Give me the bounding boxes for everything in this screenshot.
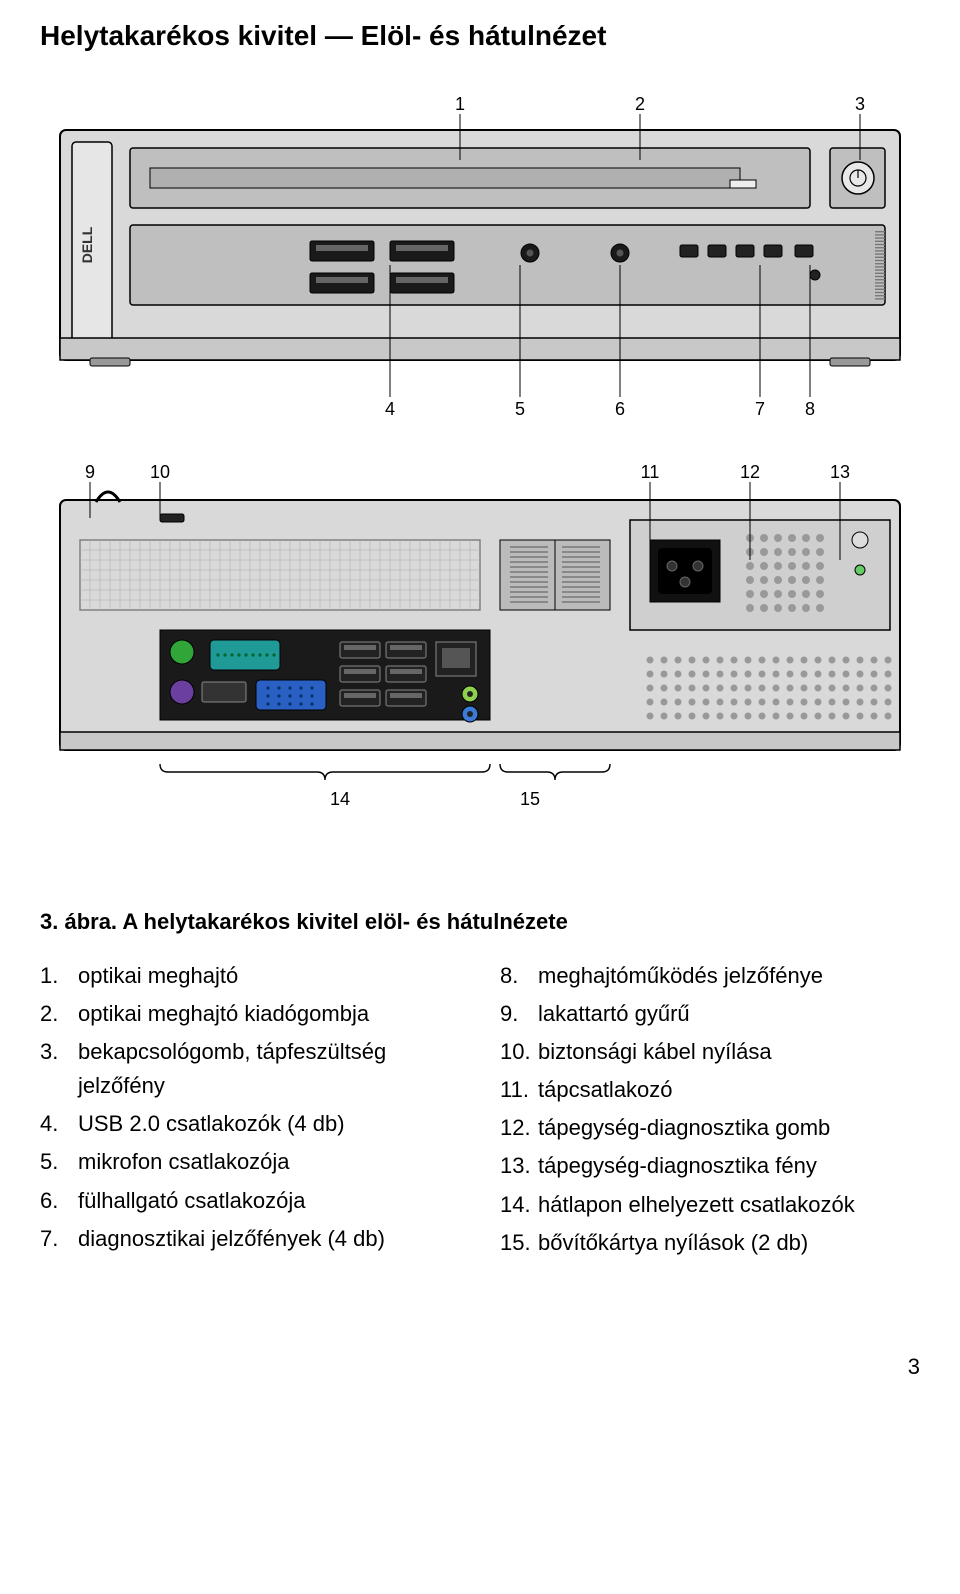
svg-text:9: 9 (85, 462, 95, 482)
svg-text:12: 12 (740, 462, 760, 482)
legend-item: 8.meghajtóműködés jelzőfénye (500, 959, 920, 993)
legend-item: 9.lakattartó gyűrű (500, 997, 920, 1031)
svg-text:8: 8 (805, 399, 815, 419)
legend-item-number: 7. (40, 1222, 78, 1256)
svg-text:15: 15 (520, 789, 540, 809)
legend-item-text: optikai meghajtó kiadógombja (78, 997, 369, 1031)
legend-item-number: 11. (500, 1073, 538, 1107)
legend-item: 13.tápegység-diagnosztika fény (500, 1149, 920, 1183)
legend-item-number: 8. (500, 959, 538, 993)
legend-item-number: 9. (500, 997, 538, 1031)
legend-item-text: fülhallgató csatlakozója (78, 1184, 305, 1218)
svg-text:4: 4 (385, 399, 395, 419)
legend-item: 3.bekapcsológomb, tápfeszültség jelzőfén… (40, 1035, 460, 1103)
legend-item-text: tápcsatlakozó (538, 1073, 673, 1107)
diagram: DELL123456789101112131415 (40, 70, 920, 895)
legend-item-number: 2. (40, 997, 78, 1031)
legend-item-text: tápegység-diagnosztika fény (538, 1149, 817, 1183)
legend-right-column: 8.meghajtóműködés jelzőfénye9.lakattartó… (500, 959, 920, 1264)
svg-text:11: 11 (641, 462, 660, 482)
legend-item-text: optikai meghajtó (78, 959, 238, 993)
legend-item: 7.diagnosztikai jelzőfények (4 db) (40, 1222, 460, 1256)
legend-item-number: 1. (40, 959, 78, 993)
svg-text:DELL: DELL (79, 226, 95, 263)
legend-item-number: 6. (40, 1184, 78, 1218)
legend-item-number: 12. (500, 1111, 538, 1145)
legend-item-text: bekapcsológomb, tápfeszültség jelzőfény (78, 1035, 460, 1103)
legend-item-text: lakattartó gyűrű (538, 997, 690, 1031)
legend-item: 2.optikai meghajtó kiadógombja (40, 997, 460, 1031)
svg-text:2: 2 (635, 94, 645, 114)
svg-text:6: 6 (615, 399, 625, 419)
legend-item-number: 13. (500, 1149, 538, 1183)
legend-item: 5.mikrofon csatlakozója (40, 1145, 460, 1179)
svg-text:13: 13 (830, 462, 850, 482)
legend-item: 10.biztonsági kábel nyílása (500, 1035, 920, 1069)
figure-caption: 3. ábra. A helytakarékos kivitel elöl- é… (40, 909, 920, 935)
legend-item-number: 15. (500, 1226, 538, 1260)
legend-item-number: 5. (40, 1145, 78, 1179)
legend-item-text: diagnosztikai jelzőfények (4 db) (78, 1222, 385, 1256)
legend-item-text: USB 2.0 csatlakozók (4 db) (78, 1107, 345, 1141)
legend-item-text: meghajtóműködés jelzőfénye (538, 959, 823, 993)
legend: 1.optikai meghajtó2.optikai meghajtó kia… (40, 959, 920, 1264)
page-number: 3 (40, 1354, 920, 1380)
legend-item: 12.tápegység-diagnosztika gomb (500, 1111, 920, 1145)
legend-item-text: tápegység-diagnosztika gomb (538, 1111, 830, 1145)
legend-item-text: mikrofon csatlakozója (78, 1145, 290, 1179)
legend-item-number: 3. (40, 1035, 78, 1103)
legend-item-text: bővítőkártya nyílások (2 db) (538, 1226, 808, 1260)
svg-text:1: 1 (455, 94, 465, 114)
legend-left-column: 1.optikai meghajtó2.optikai meghajtó kia… (40, 959, 460, 1264)
legend-item: 11.tápcsatlakozó (500, 1073, 920, 1107)
legend-item-text: hátlapon elhelyezett csatlakozók (538, 1188, 855, 1222)
legend-item-text: biztonsági kábel nyílása (538, 1035, 772, 1069)
svg-text:5: 5 (515, 399, 525, 419)
legend-item: 14.hátlapon elhelyezett csatlakozók (500, 1188, 920, 1222)
legend-item-number: 10. (500, 1035, 538, 1069)
legend-item: 6.fülhallgató csatlakozója (40, 1184, 460, 1218)
legend-item: 15.bővítőkártya nyílások (2 db) (500, 1226, 920, 1260)
svg-text:7: 7 (755, 399, 765, 419)
svg-text:3: 3 (855, 94, 865, 114)
svg-text:10: 10 (150, 462, 170, 482)
legend-item-number: 14. (500, 1188, 538, 1222)
legend-item-number: 4. (40, 1107, 78, 1141)
svg-text:14: 14 (330, 789, 350, 809)
legend-item: 1.optikai meghajtó (40, 959, 460, 993)
legend-item: 4.USB 2.0 csatlakozók (4 db) (40, 1107, 460, 1141)
page-title: Helytakarékos kivitel — Elöl- és hátulné… (40, 20, 920, 52)
